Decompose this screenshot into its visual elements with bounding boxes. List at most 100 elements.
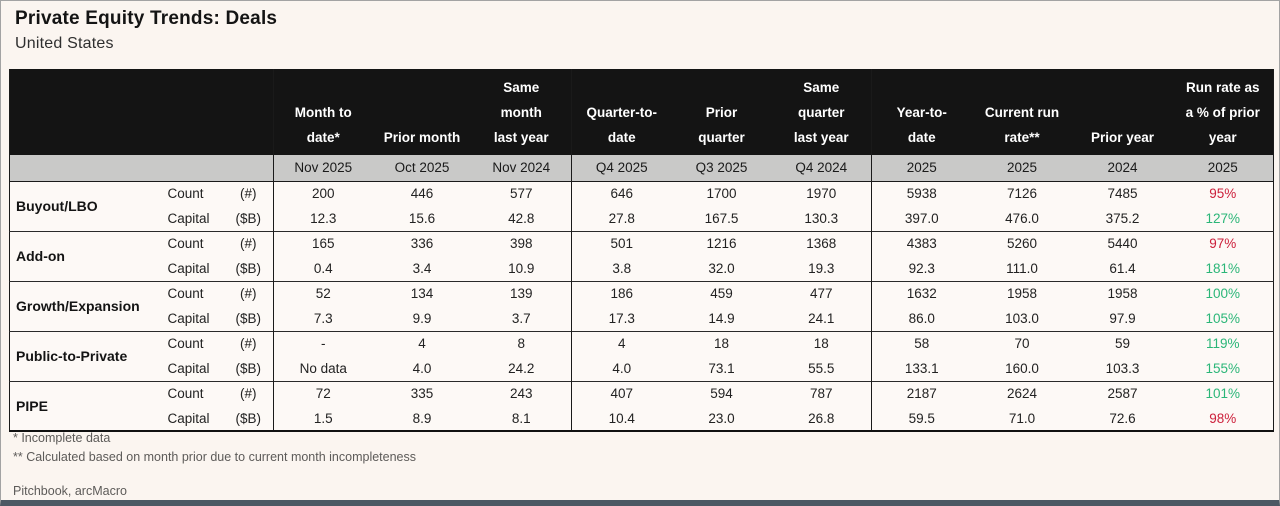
header-blank-cell (9, 69, 274, 155)
value-cell: 71.0 (971, 406, 1073, 431)
value-cell: 42.8 (471, 206, 572, 231)
value-cell: 139 (471, 280, 572, 306)
table-row: Capital ($B) No data 4.0 24.2 4.0 73.1 55.5 133.… (10, 356, 1274, 381)
value-cell: 70 (971, 330, 1073, 356)
value-cell: 7485 (1072, 180, 1173, 206)
run-rate-cell: 101% (1172, 380, 1274, 406)
value-cell: 10.4 (571, 406, 672, 431)
metric-cell: Capital (159, 356, 224, 381)
value-cell: 7.3 (273, 306, 373, 331)
category-cell: Add-on (9, 230, 160, 281)
value-cell: 12.3 (273, 206, 373, 231)
column-header: Same month last year (471, 69, 572, 155)
period-label: Nov 2024 (471, 155, 572, 182)
footnotes: * Incomplete data ** Calculated based on… (13, 429, 416, 501)
value-cell: 23.0 (671, 406, 772, 431)
run-rate-cell: 95% (1172, 180, 1274, 206)
column-header-row: Month to date* Prior month Same month last… (9, 69, 1274, 155)
value-cell: 3.7 (471, 306, 572, 331)
value-cell: 27.8 (571, 206, 672, 231)
value-cell: 1958 (971, 280, 1073, 306)
category-cell: Growth/Expansion (9, 280, 160, 331)
value-cell: 72 (273, 380, 373, 406)
value-cell: 4383 (871, 230, 972, 256)
value-cell: 59.5 (871, 406, 972, 431)
value-cell: 61.4 (1072, 256, 1173, 281)
value-cell: 1632 (871, 280, 972, 306)
unit-cell: (#) (223, 180, 274, 206)
value-cell: 594 (671, 380, 772, 406)
value-cell: 92.3 (871, 256, 972, 281)
page-subtitle: United States (15, 35, 114, 52)
period-blank-cell (9, 155, 274, 182)
run-rate-cell: 105% (1172, 306, 1274, 331)
value-cell: 459 (671, 280, 772, 306)
column-header: Same quarter last year (771, 69, 872, 155)
source-label: Pitchbook, arcMacro (13, 484, 127, 498)
title-block: Private Equity Trends: Deals United Stat… (1, 1, 1279, 53)
value-cell: 103.0 (971, 306, 1073, 331)
value-cell: 4.0 (571, 356, 672, 381)
value-cell: 186 (571, 280, 672, 306)
value-cell: 14.9 (671, 306, 772, 331)
table-row: PIPE Count (#) 72 335 243 407 594 787 2187 2624 258… (9, 380, 1274, 431)
value-cell: 18 (771, 330, 872, 356)
value-cell: 133.1 (871, 356, 972, 381)
value-cell: 8.1 (471, 406, 572, 431)
run-rate-cell: 119% (1172, 330, 1274, 356)
run-rate-cell: 97% (1172, 230, 1274, 256)
value-cell: 336 (372, 230, 472, 256)
metric-cell: Capital (159, 256, 224, 281)
value-cell: 397.0 (871, 206, 972, 231)
column-header: Prior quarter (671, 69, 772, 155)
value-cell: 1368 (771, 230, 872, 256)
value-cell: 15.6 (372, 206, 472, 231)
value-cell: 1958 (1072, 280, 1173, 306)
value-cell: 398 (471, 230, 572, 256)
unit-cell: (#) (223, 280, 274, 306)
value-cell: 7126 (971, 180, 1073, 206)
table-row: Growth/Expansion Count (#) 52 134 139 186 459 47… (9, 280, 1274, 331)
period-label: 2025 (1172, 155, 1274, 182)
period-label: Oct 2025 (372, 155, 472, 182)
run-rate-cell: 98% (1172, 406, 1274, 431)
value-cell: 97.9 (1072, 306, 1173, 331)
value-cell: 55.5 (771, 356, 872, 381)
value-cell: 111.0 (971, 256, 1073, 281)
value-cell: 2187 (871, 380, 972, 406)
value-cell: 2624 (971, 380, 1073, 406)
unit-cell: ($B) (223, 206, 274, 231)
table-row: Public-to-Private Count (#) -4 8 4 18 18 58 70 59 1… (9, 330, 1274, 381)
value-cell: 73.1 (671, 356, 772, 381)
value-cell: 1700 (671, 180, 772, 206)
column-header: Run rate as a % of prior year (1172, 69, 1274, 155)
value-cell: - (273, 330, 373, 356)
value-cell: 103.3 (1072, 356, 1173, 381)
column-header: Prior month (372, 69, 472, 155)
value-cell: 3.8 (571, 256, 672, 281)
unit-cell: (#) (223, 380, 274, 406)
unit-cell: (#) (223, 230, 274, 256)
page-title: Private Equity Trends: Deals (15, 8, 278, 29)
value-cell: 72.6 (1072, 406, 1173, 431)
category-cell: PIPE (9, 380, 160, 431)
period-subheader-row: Nov 2025 Oct 2025 Nov 2024 Q4 2025 Q3 2025 Q4… (9, 155, 1274, 182)
period-label: Q3 2025 (671, 155, 772, 182)
value-cell: 446 (372, 180, 472, 206)
value-cell: 4 (372, 330, 472, 356)
run-rate-cell: 100% (1172, 280, 1274, 306)
metric-cell: Capital (159, 406, 224, 431)
value-cell: 646 (571, 180, 672, 206)
value-cell: 130.3 (771, 206, 872, 231)
table-row: Capital ($B) 0.4 3.4 10.9 3.8 32.0 19.3 92.3 111.… (10, 256, 1274, 281)
value-cell: 19.3 (771, 256, 872, 281)
column-header: Quarter-to- date (571, 69, 672, 155)
metric-cell: Capital (159, 306, 224, 331)
value-cell: No data (273, 356, 373, 381)
value-cell: 134 (372, 280, 472, 306)
category-cell: Buyout/LBO (9, 180, 160, 231)
value-cell: 24.2 (471, 356, 572, 381)
footnote-incomplete-data: * Incomplete data (13, 431, 111, 445)
value-cell: 407 (571, 380, 672, 406)
